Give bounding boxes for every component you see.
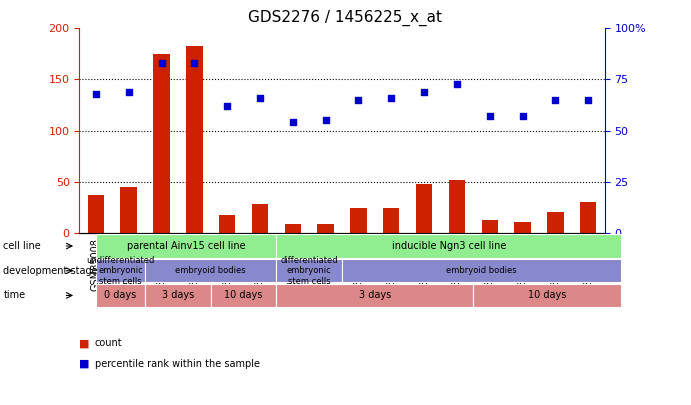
Bar (252, 204, 268, 233)
Bar (88, 195, 104, 233)
Point (353, 97, 364, 103)
Text: ■: ■ (79, 359, 90, 369)
Text: parental Ainv15 cell line: parental Ainv15 cell line (127, 241, 245, 251)
Text: GDS2276 / 1456225_x_at: GDS2276 / 1456225_x_at (249, 10, 442, 26)
Point (287, 119, 299, 126)
Text: 3 days: 3 days (359, 290, 391, 301)
Point (583, 97, 594, 103)
Bar (547, 212, 564, 233)
Point (386, 95, 397, 101)
Bar (416, 184, 433, 233)
Text: 0 days: 0 days (104, 290, 137, 301)
Bar (153, 54, 170, 233)
Bar (580, 202, 596, 233)
Bar (448, 180, 465, 233)
Text: differentiated
embryonic
stem cells: differentiated embryonic stem cells (281, 256, 338, 286)
Bar (285, 224, 301, 233)
Text: 3 days: 3 days (162, 290, 194, 301)
Text: embryoid bodies: embryoid bodies (446, 266, 517, 275)
Point (222, 103, 233, 109)
Bar (350, 208, 367, 233)
Text: ■: ■ (79, 339, 90, 348)
Point (451, 80, 462, 87)
Bar (120, 187, 137, 233)
Bar (186, 46, 202, 233)
Text: percentile rank within the sample: percentile rank within the sample (95, 359, 260, 369)
Text: inducible Ngn3 cell line: inducible Ngn3 cell line (392, 241, 506, 251)
Point (517, 113, 528, 119)
Point (123, 89, 134, 95)
Text: count: count (95, 339, 122, 348)
Point (484, 113, 495, 119)
Bar (383, 208, 399, 233)
Point (254, 95, 265, 101)
Bar (219, 215, 236, 233)
Point (320, 117, 331, 124)
Text: undifferentiated
embryonic
stem cells: undifferentiated embryonic stem cells (86, 256, 155, 286)
Point (189, 60, 200, 66)
Text: embryoid bodies: embryoid bodies (176, 266, 246, 275)
Text: 10 days: 10 days (528, 290, 567, 301)
Point (91, 91, 102, 97)
Bar (514, 222, 531, 233)
Point (156, 60, 167, 66)
Text: time: time (3, 290, 26, 301)
Text: 10 days: 10 days (225, 290, 263, 301)
Text: cell line: cell line (3, 241, 41, 251)
Bar (482, 220, 498, 233)
Text: development stage: development stage (3, 266, 98, 276)
Bar (317, 224, 334, 233)
Point (550, 97, 561, 103)
Point (419, 89, 430, 95)
